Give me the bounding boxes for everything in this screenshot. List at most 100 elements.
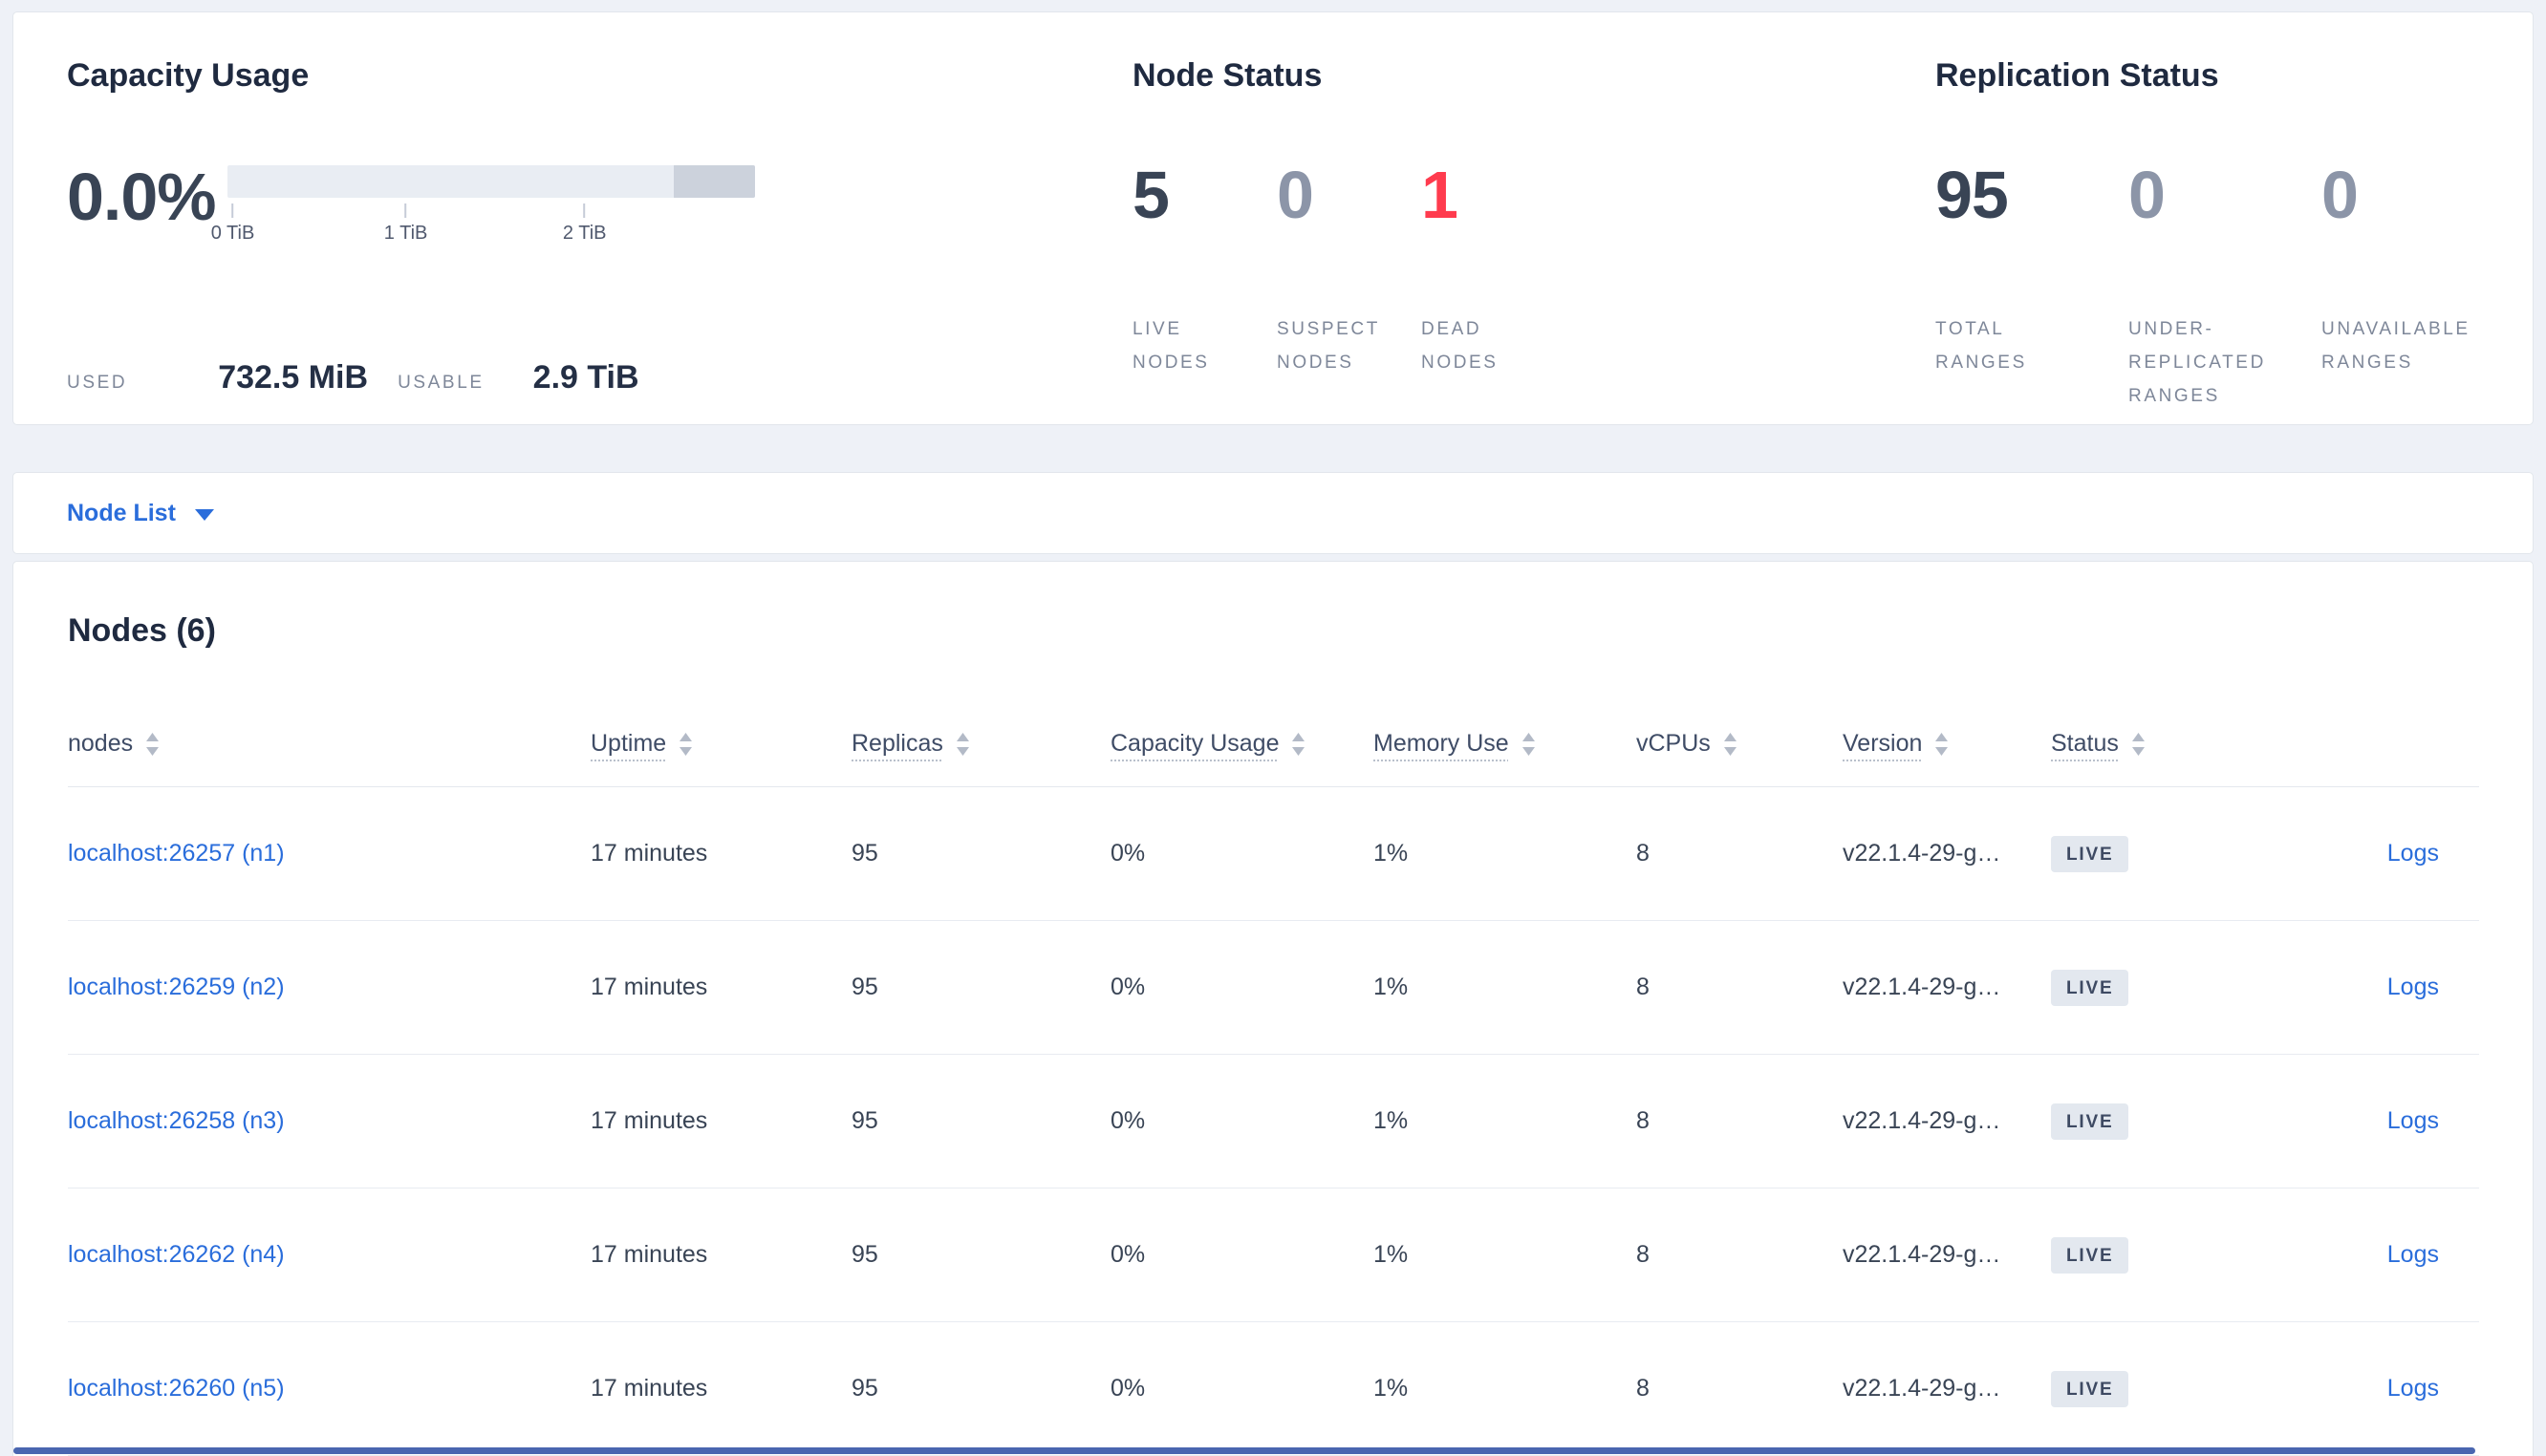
cell-replicas: 95	[852, 1241, 878, 1268]
cell-logs: Logs	[2247, 1241, 2479, 1269]
column-header-status[interactable]: Status	[2051, 730, 2247, 758]
table-header-row: nodes Uptime Replicas Capacity Usage Memory …	[68, 730, 2479, 787]
cell-replicas: 95	[852, 974, 878, 1000]
cell-node: localhost:26257 (n1)	[68, 840, 591, 867]
table-body: localhost:26257 (n1) 17 minutes 95 0% 1% 8 v22…	[68, 787, 2479, 1456]
capacity-used-percent: 0.0%	[67, 160, 217, 234]
axis-tick: 2 TiB	[562, 203, 607, 245]
cell-capacity_usage: 0%	[1111, 1375, 1146, 1402]
cell-version: v22.1.4-29-g…	[1843, 840, 2001, 867]
tick-mark	[231, 203, 234, 218]
cell-uptime: 17 minutes	[591, 1375, 708, 1402]
column-header-capacity-usage[interactable]: Capacity Usage	[1111, 730, 1373, 758]
column-header-vcpus[interactable]: vCPUs	[1636, 730, 1843, 758]
unavailable-ranges-label: UNAVAILABLE RANGES	[2321, 319, 2470, 374]
cell-status: LIVE	[2051, 1103, 2247, 1140]
suspect-nodes-stat: 0 SUSPECT NODES	[1277, 161, 1392, 379]
dead-nodes-label: DEAD NODES	[1421, 319, 1499, 374]
logs-link[interactable]: Logs	[2386, 974, 2439, 1000]
logs-link[interactable]: Logs	[2386, 1375, 2439, 1402]
node-link[interactable]: localhost:26259 (n2)	[68, 974, 285, 1000]
sort-icon	[956, 732, 969, 756]
cell-vcpus: 8	[1636, 1241, 1650, 1268]
capacity-usage-chart: 0.0% 0 TiB 1 TiB	[67, 163, 755, 261]
node-link[interactable]: localhost:26260 (n5)	[68, 1375, 285, 1402]
tick-label: 0 TiB	[210, 223, 255, 244]
column-label: nodes	[68, 730, 134, 757]
cell-status: LIVE	[2051, 1370, 2247, 1407]
column-label: Memory Use	[1373, 730, 1509, 757]
nodes-table: nodes Uptime Replicas Capacity Usage Memory …	[68, 730, 2479, 1456]
cell-node: localhost:26259 (n2)	[68, 974, 591, 1001]
logs-link[interactable]: Logs	[2386, 840, 2439, 867]
view-selector-bar: Node List	[12, 472, 2534, 554]
suspect-nodes-count: 0	[1277, 158, 1314, 232]
node-link[interactable]: localhost:26258 (n3)	[68, 1107, 285, 1134]
capacity-bar-axis: 0 TiB 1 TiB 2 TiB	[211, 198, 755, 261]
table-row: localhost:26259 (n2) 17 minutes 95 0% 1% 8 v22…	[68, 921, 2479, 1055]
used-value: 732.5 MiB	[218, 359, 369, 396]
cell-logs: Logs	[2247, 1375, 2479, 1402]
cell-memory_use: 1%	[1373, 840, 1409, 867]
status-badge: LIVE	[2051, 969, 2129, 1006]
sort-icon	[1723, 732, 1737, 756]
under-replicated-ranges-count: 0	[2128, 158, 2166, 232]
sort-icon	[1292, 732, 1305, 756]
total-ranges-stat: 95 TOTAL RANGES	[1935, 161, 2088, 413]
tick-label: 1 TiB	[383, 223, 428, 244]
cell-capacity_usage: 0%	[1111, 1241, 1146, 1268]
dead-nodes-count: 1	[1421, 158, 1458, 232]
cell-logs: Logs	[2247, 974, 2479, 1001]
tick-label: 2 TiB	[562, 223, 607, 244]
cell-replicas: 95	[852, 1107, 878, 1134]
column-header-nodes[interactable]: nodes	[68, 730, 591, 758]
total-ranges-label: TOTAL RANGES	[1935, 319, 2027, 374]
live-nodes-count: 5	[1133, 158, 1170, 232]
column-label: Version	[1843, 730, 1923, 757]
chevron-down-icon	[194, 509, 214, 521]
replication-status-section: Replication Status 95 TOTAL RANGES 0 UND…	[1935, 56, 2514, 413]
sort-icon	[1521, 732, 1535, 756]
node-link[interactable]: localhost:26257 (n1)	[68, 840, 285, 867]
cell-version: v22.1.4-29-g…	[1843, 1241, 2001, 1268]
under-replicated-ranges-label: UNDER-REPLICATED RANGES	[2128, 319, 2266, 407]
table-row: localhost:26258 (n3) 17 minutes 95 0% 1% 8 v22…	[68, 1055, 2479, 1188]
under-replicated-ranges-stat: 0 UNDER-REPLICATED RANGES	[2128, 161, 2281, 413]
node-list-dropdown[interactable]: Node List	[67, 500, 214, 527]
cell-uptime: 17 minutes	[591, 840, 708, 867]
node-link[interactable]: localhost:26262 (n4)	[68, 1241, 285, 1268]
column-header-memory-use[interactable]: Memory Use	[1373, 730, 1636, 758]
tick-mark	[583, 203, 586, 218]
tick-mark	[404, 203, 407, 218]
column-label: Status	[2051, 730, 2119, 757]
cell-vcpus: 8	[1636, 974, 1650, 1000]
status-badge: LIVE	[2051, 1236, 2129, 1274]
cell-version: v22.1.4-29-g…	[1843, 1107, 2001, 1134]
horizontal-scrollbar-thumb[interactable]	[13, 1447, 2475, 1454]
cell-capacity_usage: 0%	[1111, 1107, 1146, 1134]
sort-icon	[680, 732, 693, 756]
cell-status: LIVE	[2051, 969, 2247, 1006]
node-status-section: Node Status 5 LIVE NODES 0 SUSPECT NODES…	[1133, 56, 1565, 379]
column-header-replicas[interactable]: Replicas	[852, 730, 1111, 758]
cell-logs: Logs	[2247, 1107, 2479, 1135]
column-header-uptime[interactable]: Uptime	[591, 730, 852, 758]
capacity-bar-chart: 0 TiB 1 TiB 2 TiB	[211, 165, 755, 261]
capacity-bar	[227, 165, 755, 198]
suspect-nodes-label: SUSPECT NODES	[1277, 319, 1380, 374]
status-badge: LIVE	[2051, 1103, 2129, 1140]
column-header-version[interactable]: Version	[1843, 730, 2051, 758]
cell-capacity_usage: 0%	[1111, 974, 1146, 1000]
axis-tick: 1 TiB	[383, 203, 428, 245]
total-ranges-count: 95	[1935, 158, 2009, 232]
node-status-title: Node Status	[1133, 57, 1323, 94]
logs-link[interactable]: Logs	[2386, 1241, 2439, 1268]
cell-version: v22.1.4-29-g…	[1843, 974, 2001, 1000]
unavailable-ranges-count: 0	[2321, 158, 2359, 232]
cell-uptime: 17 minutes	[591, 974, 708, 1000]
column-label: vCPUs	[1636, 730, 1711, 757]
logs-link[interactable]: Logs	[2386, 1107, 2439, 1134]
cell-memory_use: 1%	[1373, 1375, 1409, 1402]
summary-panel: Capacity Usage 0.0% 0 TiB 1 TiB	[12, 11, 2534, 425]
dead-nodes-stat: 1 DEAD NODES	[1421, 161, 1536, 379]
